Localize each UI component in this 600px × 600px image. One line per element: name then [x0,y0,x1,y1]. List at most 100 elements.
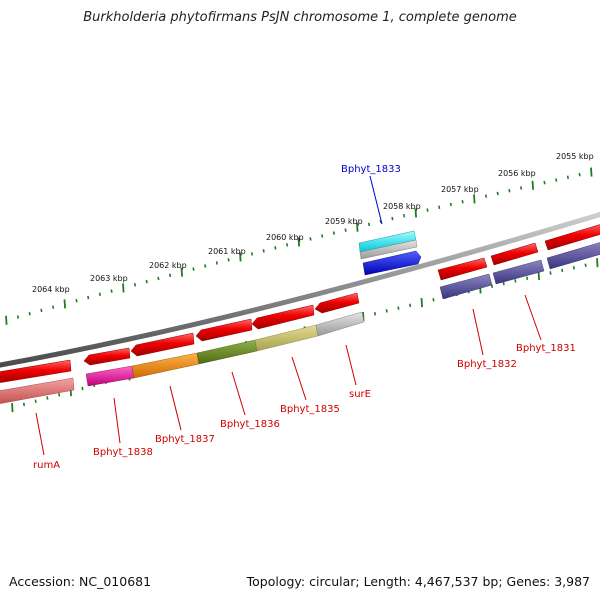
leader-line [291,356,307,401]
scale-label: 2061 kbp [208,247,246,256]
accession-text: Accession: NC_010681 [9,574,152,589]
scale-minor-tick [321,234,324,238]
scale-minor-tick [561,268,564,273]
gene-arrow [195,318,253,342]
scale-minor-tick [520,186,523,190]
scale-minor-tick [397,306,400,310]
scale-label: 2059 kbp [325,217,363,226]
scale-minor-tick [133,282,137,287]
scale-minor-tick [373,311,377,316]
scale-major-tick [531,180,534,190]
leader-line [524,294,542,341]
gene-label-sure: surE [349,389,371,400]
gene-arrow [251,304,315,330]
leader-line [231,371,246,416]
scale-minor-tick [286,243,289,247]
scale-minor-tick [169,273,172,278]
scale-minor-tick [496,191,499,196]
scale-minor-tick [46,396,49,400]
scale-major-tick [239,252,242,262]
scale-minor-tick [250,252,254,256]
scale-minor-tick [549,271,552,275]
scale-minor-tick [344,228,347,232]
gene-block [196,339,258,365]
scale-minor-tick [58,393,61,397]
gene-label-bphyt-1832: Bphyt_1832 [457,359,517,370]
gene-block [85,365,135,387]
scale-minor-tick [449,202,452,207]
scale-major-tick [180,267,183,277]
gene-label-bphyt-1836: Bphyt_1836 [220,419,280,430]
leader-line [35,412,45,456]
scale-minor-tick [426,208,429,212]
scale-minor-tick [385,309,388,313]
scale-label: 2063 kbp [90,274,128,283]
gene-label-ruma: rumA [33,460,60,471]
gene-block [492,259,545,285]
scale-major-tick [473,194,476,204]
gene-block [439,273,493,300]
scale-minor-tick [262,249,265,253]
label-leader-lines [35,175,542,456]
scale-minor-tick [28,311,31,316]
scale-minor-tick [192,267,195,271]
leader-line [345,344,357,386]
forward-strand-genes [0,224,600,383]
scale-minor-tick [145,279,148,284]
gene-block [359,239,418,260]
scale-minor-tick [502,281,505,286]
gene-arrow [362,250,422,276]
scale-minor-tick [81,386,84,391]
gene-block [131,352,200,379]
scale-major-tick [122,283,125,293]
scale-label: 2056 kbp [498,169,536,178]
genome-summary-text: Topology: circular; Length: 4,467,537 bp… [246,574,590,589]
scale-minor-tick [34,399,37,403]
scale-minor-tick [52,305,55,309]
leader-line [169,385,182,431]
scale-major-tick [356,222,359,232]
gene-arrow [544,224,600,251]
scale-label: 2057 kbp [441,185,479,194]
gene-cluster-band [0,242,600,404]
scale-minor-tick [75,298,78,303]
scale-minor-tick [526,276,529,280]
bphyt-1833-feature [358,230,422,276]
scale-minor-tick [215,261,218,265]
scale-minor-tick [572,266,575,270]
scale-minor-tick [227,258,230,262]
scale-major-tick [5,315,8,325]
scale-major-tick [11,403,14,413]
scale-minor-tick [566,175,569,180]
scale-minor-tick [274,246,277,250]
scale-major-tick [297,237,300,247]
gene-block [315,311,365,337]
scale-major-tick [590,167,593,177]
gene-label-bphyt-1835: Bphyt_1835 [280,404,340,415]
scale-minor-tick [40,308,43,313]
scale-minor-tick [461,199,464,204]
scale-minor-tick [367,222,371,227]
scale-minor-tick [555,178,558,182]
scale-minor-tick [508,188,511,193]
scale-minor-tick [379,219,382,224]
scale-major-tick [414,208,417,218]
scale-minor-tick [438,205,441,210]
gene-block [0,377,75,404]
leader-line [472,308,484,356]
gene-arrow [0,359,72,383]
scale-minor-tick [157,276,160,281]
scale-minor-tick [391,216,394,221]
scale-minor-tick [332,231,335,235]
scale-label: 2064 kbp [32,285,70,294]
scale-minor-tick [16,315,20,319]
scale-major-tick [63,299,66,309]
scale-label: 2060 kbp [266,233,304,242]
scale-minor-tick [98,292,101,297]
scale-minor-tick [403,213,406,218]
gene-arrow [130,332,195,357]
scale-major-tick [420,298,423,308]
map-title: Burkholderia phytofirmans PsJN chromosom… [83,10,517,25]
scale-major-tick [596,258,599,268]
scale-minor-tick [484,194,488,198]
